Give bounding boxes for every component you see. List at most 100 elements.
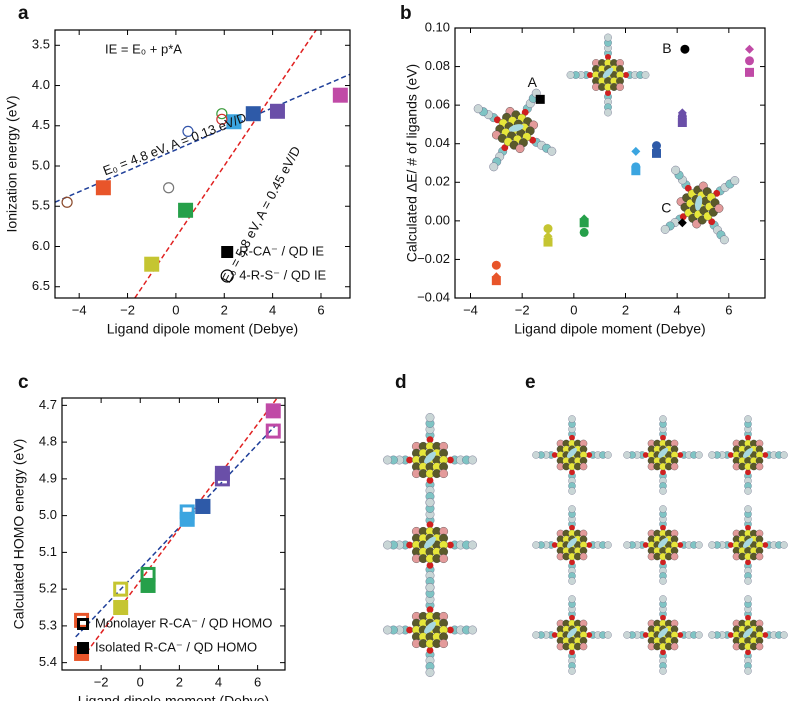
square-marker bbox=[677, 118, 687, 127]
ligand-atom bbox=[473, 104, 483, 114]
nanocrystal bbox=[708, 595, 788, 675]
ligand-oxygen bbox=[605, 90, 611, 96]
x-tick-label: −2 bbox=[120, 302, 135, 317]
square-marker bbox=[195, 498, 211, 514]
open-circle-marker bbox=[163, 182, 175, 194]
ligand-atom bbox=[383, 540, 392, 550]
nanocrystal bbox=[566, 33, 650, 117]
square-marker bbox=[745, 67, 754, 77]
ligand-atom bbox=[695, 541, 703, 549]
plot-area bbox=[491, 44, 754, 286]
ligand-atom bbox=[744, 505, 752, 513]
legend-label: Monolayer R-CA⁻ / QD HOMO bbox=[95, 615, 272, 630]
ligand-oxygen bbox=[447, 626, 454, 634]
plot-frame bbox=[54, 29, 351, 299]
annotation: E₀ = 4.8 eV, A = 0.13 eV/D bbox=[101, 110, 249, 179]
ligand-atom bbox=[425, 498, 435, 507]
y-tick-label: −0.04 bbox=[417, 289, 450, 304]
ligand-center bbox=[566, 627, 578, 638]
diamond-marker bbox=[677, 218, 687, 228]
ligand-center bbox=[657, 537, 669, 548]
x-tick-label: 2 bbox=[221, 302, 228, 317]
y-tick-label: 0.00 bbox=[425, 212, 450, 227]
nanocrystal bbox=[532, 505, 612, 585]
ligand-oxygen bbox=[762, 632, 769, 638]
ligand-atom bbox=[604, 108, 612, 117]
open-circle-marker bbox=[216, 108, 228, 120]
x-tick-label: 0 bbox=[570, 302, 577, 317]
ligand-oxygen bbox=[660, 559, 666, 566]
core-atom bbox=[755, 552, 764, 561]
y-axis-title: Calculated ΔE/ # of ligands (eV) bbox=[404, 64, 420, 262]
y-tick-label: 0.10 bbox=[425, 19, 450, 34]
ligand-atom bbox=[468, 540, 477, 550]
y-tick-label: 3.5 bbox=[32, 37, 50, 52]
nanocrystal bbox=[532, 415, 612, 495]
fit-line bbox=[55, 73, 350, 203]
ligand-atom bbox=[468, 625, 477, 635]
ligand-oxygen bbox=[713, 189, 721, 197]
ligand-atom bbox=[604, 631, 612, 639]
open-circle-marker bbox=[216, 113, 228, 125]
ligand-atom bbox=[708, 631, 716, 639]
core-atom bbox=[714, 203, 724, 213]
ligand-atom bbox=[568, 487, 576, 495]
ligand-atom bbox=[671, 165, 681, 175]
ligand-center bbox=[566, 447, 578, 458]
ligand-oxygen bbox=[679, 213, 687, 221]
ligand-oxygen bbox=[551, 452, 558, 458]
ligand-oxygen bbox=[745, 614, 751, 621]
y-tick-label: 6.5 bbox=[32, 278, 50, 293]
nanocrystal bbox=[532, 595, 612, 675]
ligand-oxygen bbox=[660, 469, 666, 476]
ligand-oxygen bbox=[493, 116, 501, 124]
panel-letter: e bbox=[525, 372, 536, 393]
nanocrystal bbox=[383, 498, 477, 592]
annotation: A bbox=[528, 74, 538, 90]
legend-marker bbox=[77, 642, 89, 654]
ligand-atom bbox=[744, 577, 752, 585]
open-square-marker bbox=[265, 423, 281, 439]
panel-letter: b bbox=[400, 3, 412, 24]
ligand-atom bbox=[623, 451, 631, 459]
ligand-center bbox=[657, 627, 669, 638]
ligand-atom bbox=[695, 631, 703, 639]
ligand-atom bbox=[425, 413, 435, 422]
ligand-oxygen bbox=[623, 72, 629, 78]
nanocrystal bbox=[660, 165, 740, 245]
ligand-oxygen bbox=[551, 632, 558, 638]
ligand-oxygen bbox=[569, 524, 575, 531]
square-marker bbox=[144, 256, 160, 272]
diamond-marker bbox=[579, 214, 589, 224]
ligand-atom bbox=[744, 595, 752, 603]
legend-label: Isolated R-CA⁻ / QD HOMO bbox=[95, 639, 257, 654]
ligand-atom bbox=[568, 667, 576, 675]
ligand-oxygen bbox=[677, 452, 684, 458]
diamond-marker bbox=[631, 146, 641, 156]
core-atom bbox=[579, 642, 588, 651]
core-atom bbox=[755, 642, 764, 651]
x-tick-label: 6 bbox=[254, 674, 261, 689]
ligand-atom bbox=[780, 451, 788, 459]
plot-area bbox=[55, 30, 350, 298]
annotation: IE = E₀ + p*A bbox=[105, 41, 182, 56]
ligand-oxygen bbox=[642, 542, 649, 548]
circle-marker bbox=[543, 224, 553, 234]
open-circle-marker bbox=[61, 196, 73, 208]
ligand-oxygen bbox=[745, 434, 751, 441]
ligand-atom bbox=[695, 451, 703, 459]
nanocrystal bbox=[708, 505, 788, 585]
ligand-oxygen bbox=[426, 562, 434, 569]
x-tick-label: 0 bbox=[137, 674, 144, 689]
ligand-atom bbox=[604, 451, 612, 459]
ligand-oxygen bbox=[677, 542, 684, 548]
circle-marker bbox=[745, 56, 754, 66]
ligand-atom bbox=[568, 415, 576, 423]
ligand-oxygen bbox=[447, 541, 454, 549]
ligand-atom bbox=[659, 595, 667, 603]
legend-label: R-CA⁻ / QD IE bbox=[239, 243, 324, 258]
nanocrystal bbox=[623, 505, 703, 585]
diamond-marker bbox=[491, 272, 501, 282]
ligand-atom bbox=[659, 505, 667, 513]
ligand-oxygen bbox=[727, 542, 734, 548]
